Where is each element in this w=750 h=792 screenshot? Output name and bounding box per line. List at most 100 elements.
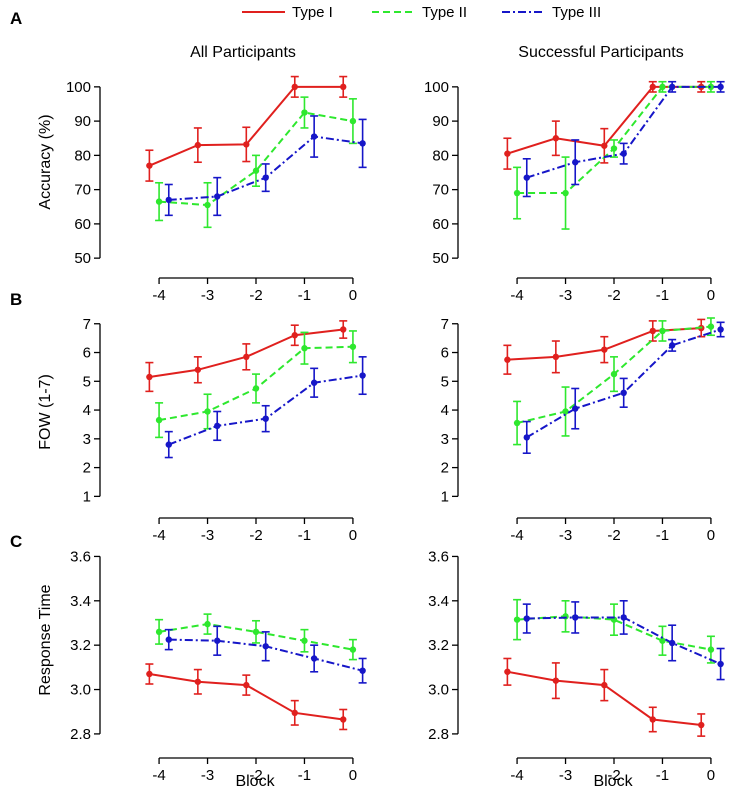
y-tick-label: 3: [83, 431, 91, 448]
x-tick-label: -3: [559, 287, 572, 304]
panel-label-a: A: [10, 9, 22, 28]
data-point: [610, 145, 618, 152]
x-tick-label: -1: [656, 287, 669, 304]
x-tick-label: -1: [298, 527, 311, 544]
data-point: [165, 636, 172, 643]
data-point: [155, 416, 163, 424]
data-point: [262, 643, 269, 650]
data-point: [214, 422, 221, 430]
y-tick-label: 3.0: [70, 682, 91, 699]
y-tick-label: 3: [441, 431, 449, 448]
data-point: [165, 196, 172, 204]
y-tick-label: 7: [441, 316, 449, 333]
data-point: [717, 660, 724, 668]
plot-accuracy-successful: 50 60 70 80 90 100 -4 -3 -2 -1 0: [424, 79, 725, 304]
x-tick-label: -2: [249, 527, 262, 544]
y-tick-label: 3.6: [70, 548, 91, 565]
y-tick-label: 60: [74, 216, 91, 233]
ylabel-accuracy: Accuracy (%): [37, 114, 54, 209]
x-tick-label: -4: [152, 527, 165, 544]
column-title-all: All Participants: [190, 44, 296, 61]
data-point: [504, 356, 511, 363]
data-point: [194, 678, 202, 685]
data-point: [243, 141, 250, 148]
x-tick-label: -3: [559, 527, 572, 544]
y-tick-label: 100: [424, 79, 449, 96]
y-tick-label: 2.8: [70, 726, 91, 743]
data-point: [310, 133, 318, 140]
data-point: [620, 150, 627, 157]
y-tick-label: 80: [432, 147, 449, 164]
x-tick-label: -1: [298, 767, 311, 784]
x-tick-label: 0: [707, 287, 715, 304]
data-point: [252, 385, 260, 392]
column-title-successful: Successful Participants: [518, 44, 683, 61]
data-point: [649, 716, 656, 723]
data-point: [649, 327, 656, 335]
x-tick-label: -2: [607, 767, 620, 784]
data-point: [146, 670, 153, 678]
y-tick-label: 7: [83, 316, 91, 333]
data-point: [146, 373, 153, 381]
data-point: [513, 189, 521, 197]
data-point: [194, 141, 202, 149]
data-point: [707, 83, 715, 91]
legend-label-type-ii: Type II: [422, 4, 467, 21]
x-tick-label: -2: [607, 287, 620, 304]
data-point: [601, 346, 608, 353]
data-point: [572, 614, 579, 621]
y-tick-label: 50: [74, 250, 91, 267]
ylabel-fow: FOW (1-7): [37, 374, 54, 450]
y-tick-label: 3.4: [70, 593, 91, 610]
data-point: [620, 614, 627, 621]
y-tick-label: 2: [83, 460, 91, 477]
x-tick-label: 0: [349, 767, 357, 784]
x-tick-label: 0: [707, 767, 715, 784]
x-tick-label: 0: [707, 527, 715, 544]
xlabel-block-left: Block: [235, 773, 275, 790]
data-point: [552, 353, 560, 361]
data-point: [523, 174, 530, 181]
y-tick-label: 100: [66, 79, 91, 96]
y-tick-label: 3.0: [428, 682, 449, 699]
y-tick-label: 50: [432, 250, 449, 267]
y-tick-label: 1: [83, 488, 91, 505]
y-tick-label: 90: [432, 113, 449, 130]
data-point: [194, 366, 202, 373]
plot-fow-all: 1 2 3 4 5 6 7 -4 -3 -2 -1 0: [83, 316, 367, 544]
data-point: [620, 389, 627, 396]
data-point: [659, 83, 666, 91]
x-tick-label: -2: [249, 767, 262, 784]
data-point: [572, 405, 579, 412]
data-point: [707, 323, 715, 330]
data-point: [262, 415, 269, 422]
data-point: [155, 198, 163, 205]
y-tick-label: 4: [441, 402, 449, 419]
x-tick-label: -3: [201, 287, 214, 304]
data-point: [291, 709, 298, 717]
legend: Type I Type II Type III: [242, 4, 601, 21]
data-point: [310, 379, 318, 386]
data-point: [562, 189, 569, 197]
y-tick-label: 3.6: [428, 548, 449, 565]
data-point: [649, 83, 656, 91]
legend-label-type-i: Type I: [292, 4, 333, 21]
x-tick-label: -4: [152, 767, 165, 784]
y-tick-label: 3.4: [428, 593, 449, 610]
y-tick-label: 4: [83, 402, 91, 419]
data-point: [601, 142, 608, 149]
x-tick-label: -3: [559, 767, 572, 784]
data-point: [340, 716, 347, 723]
data-point: [668, 83, 676, 91]
data-point: [601, 681, 608, 689]
data-point: [165, 441, 172, 448]
x-tick-label: 0: [349, 287, 357, 304]
data-point: [707, 646, 715, 653]
data-point: [349, 646, 357, 653]
data-point: [504, 150, 511, 157]
y-tick-label: 5: [83, 373, 91, 390]
data-point: [301, 345, 308, 352]
data-point: [349, 343, 357, 350]
data-point: [301, 637, 308, 644]
data-point: [659, 637, 666, 644]
